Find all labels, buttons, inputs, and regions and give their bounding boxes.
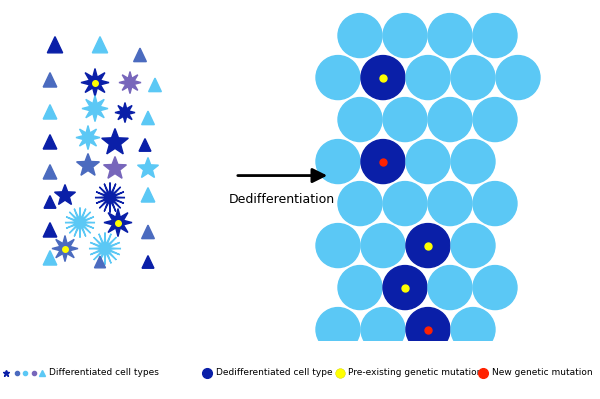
Circle shape	[473, 98, 517, 142]
Circle shape	[451, 140, 495, 184]
Polygon shape	[139, 138, 151, 151]
Polygon shape	[142, 256, 154, 268]
Circle shape	[428, 14, 472, 57]
Circle shape	[361, 308, 405, 352]
Circle shape	[473, 14, 517, 57]
Polygon shape	[43, 165, 57, 179]
Circle shape	[383, 182, 427, 225]
Polygon shape	[142, 111, 154, 124]
Text: Pre-existing genetic mutation: Pre-existing genetic mutation	[348, 368, 482, 377]
Circle shape	[338, 14, 382, 57]
Circle shape	[451, 223, 495, 268]
Circle shape	[406, 223, 450, 268]
Polygon shape	[44, 196, 56, 208]
Polygon shape	[101, 128, 128, 154]
Circle shape	[338, 266, 382, 310]
Polygon shape	[43, 105, 57, 119]
Polygon shape	[43, 73, 57, 87]
Circle shape	[406, 308, 450, 352]
Circle shape	[451, 308, 495, 352]
Polygon shape	[104, 209, 132, 237]
Polygon shape	[115, 103, 135, 122]
Polygon shape	[149, 78, 161, 92]
Polygon shape	[89, 233, 121, 265]
Polygon shape	[82, 95, 108, 122]
Circle shape	[451, 55, 495, 100]
Circle shape	[406, 55, 450, 100]
Polygon shape	[76, 126, 100, 150]
Polygon shape	[52, 235, 78, 262]
Circle shape	[383, 98, 427, 142]
Polygon shape	[81, 69, 109, 97]
Polygon shape	[43, 223, 57, 237]
Circle shape	[316, 55, 360, 100]
Polygon shape	[55, 185, 76, 204]
Circle shape	[361, 55, 405, 100]
Polygon shape	[134, 48, 146, 61]
Polygon shape	[104, 156, 127, 178]
Circle shape	[361, 140, 405, 184]
Circle shape	[383, 266, 427, 310]
Polygon shape	[119, 71, 141, 93]
Polygon shape	[43, 134, 57, 149]
Text: Dedifferentiated cell type: Dedifferentiated cell type	[216, 368, 332, 377]
Circle shape	[338, 182, 382, 225]
Circle shape	[338, 98, 382, 142]
Circle shape	[473, 182, 517, 225]
Circle shape	[496, 55, 540, 100]
Text: Differentiated cell types: Differentiated cell types	[49, 368, 159, 377]
Text: New genetic mutation: New genetic mutation	[492, 368, 593, 377]
Polygon shape	[137, 158, 158, 178]
Polygon shape	[77, 154, 100, 175]
Circle shape	[361, 223, 405, 268]
Polygon shape	[142, 225, 154, 239]
Circle shape	[406, 140, 450, 184]
Polygon shape	[95, 183, 125, 213]
Circle shape	[316, 308, 360, 352]
Polygon shape	[43, 251, 57, 265]
Polygon shape	[65, 207, 95, 237]
Polygon shape	[47, 37, 62, 53]
Polygon shape	[141, 188, 155, 202]
Circle shape	[316, 223, 360, 268]
Polygon shape	[94, 256, 106, 268]
Circle shape	[383, 14, 427, 57]
Circle shape	[473, 266, 517, 310]
Text: Dedifferentiation: Dedifferentiation	[229, 193, 335, 205]
Circle shape	[428, 266, 472, 310]
Circle shape	[316, 140, 360, 184]
Circle shape	[428, 182, 472, 225]
Polygon shape	[92, 37, 107, 53]
Circle shape	[428, 98, 472, 142]
